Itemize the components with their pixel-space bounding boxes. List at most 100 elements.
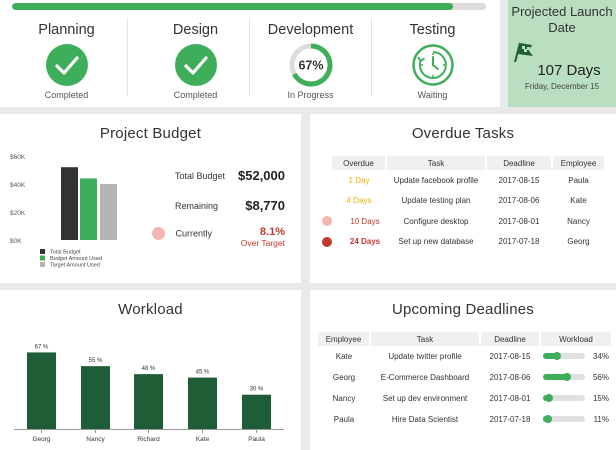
divider (249, 18, 250, 96)
column-header[interactable]: Task (386, 156, 487, 170)
total-budget-row: Total Budget $52,000 (175, 168, 285, 183)
severity-dot (322, 216, 332, 226)
progress-ring-icon: 67% (289, 43, 333, 87)
workload-progress-knob (562, 373, 571, 382)
over-target-indicator (152, 227, 165, 240)
deadline-task: Set up dev environment (382, 394, 468, 403)
legend-swatch (40, 262, 45, 267)
check-circle-icon (175, 44, 217, 86)
project-phases-panel: Planning Completed Design Completed Deve… (0, 0, 500, 107)
legend-label: Budget Amount Used (50, 256, 102, 262)
column-header[interactable]: Overdue (332, 156, 387, 170)
x-tick-label: Paula (248, 436, 265, 443)
data-label: 67 % (35, 344, 49, 350)
divider (371, 18, 372, 96)
workload-progress-bar (543, 352, 585, 361)
deadline-date: 2017-07-18 (489, 415, 531, 424)
phase-planning[interactable]: Planning Completed (6, 15, 127, 103)
column-header[interactable]: Task (370, 332, 481, 346)
currently-label: Currently (175, 228, 213, 239)
column-header[interactable]: Employee (552, 156, 606, 170)
workload-panel: Workload 67 % Georg 55 % Nancy 48 % Richard 45… (0, 290, 301, 450)
launch-days: 107 Days (537, 62, 601, 79)
table-row[interactable]: Nancy Set up dev environment 2017-08-01 15% (318, 388, 612, 409)
deadline-employee: Paula (333, 415, 355, 424)
table-row[interactable]: Georg E-Commerce Dashboard 2017-08-06 56% (318, 367, 612, 388)
task-name: Configure desktop (403, 216, 469, 226)
phase-status: Waiting (417, 90, 448, 100)
legend-swatch (40, 255, 45, 261)
panel-title: Upcoming Deadlines (391, 301, 534, 318)
task-name: Update facebook profile (393, 175, 479, 185)
budget-bar (80, 178, 97, 240)
divider (127, 18, 128, 96)
remaining-row: Remaining $8,770 (175, 198, 285, 213)
phase-development[interactable]: Development 67% In Progress (250, 15, 371, 103)
currently-note: Over Target (240, 238, 285, 248)
overdue-table: Overdue Task Deadline Employee 1 Day Upd… (322, 156, 606, 253)
phase-name: Development (267, 22, 354, 38)
task-employee: Georg (567, 237, 590, 247)
total-budget-label: Total Budget (175, 171, 226, 181)
currently-row: Currently 8.1% Over Target (152, 226, 285, 248)
task-employee: Nancy (567, 216, 590, 226)
phase-testing[interactable]: Testing Waiting (372, 15, 493, 103)
table-row[interactable]: Paula Hire Data Scientist 2017-07-18 11% (318, 409, 612, 430)
table-row[interactable]: Kate Update twitter profile 2017-08-15 34% (318, 346, 612, 367)
column-header[interactable]: Workload (540, 332, 613, 346)
table-row[interactable]: 10 Days Configure desktop 2017-08-01 Nan… (322, 211, 605, 232)
phase-status: Completed (44, 90, 89, 100)
task-deadline: 2017-08-06 (498, 196, 540, 206)
launch-title: Projected Launch Date (511, 4, 613, 35)
overdue-days: 4 Days (346, 196, 372, 206)
workload-percent: 56% (592, 372, 609, 382)
x-tick-label: Georg (32, 436, 50, 443)
budget-bar (61, 167, 78, 240)
deadline-task: Hire Data Scientist (391, 415, 459, 424)
upcoming-deadlines-panel: Upcoming Deadlines Employee Task Deadlin… (310, 290, 616, 450)
overdue-days-cell: 10 Days (322, 211, 386, 232)
workload-percent: 34% (592, 351, 609, 361)
workload-cell: 56% (540, 367, 612, 388)
column-header[interactable]: Deadline (480, 332, 541, 346)
workload-cell: 15% (540, 388, 612, 409)
workload-progress-knob (545, 394, 554, 403)
data-label: 55 % (89, 358, 103, 364)
remaining-label: Remaining (175, 201, 219, 211)
deadlines-table: Employee Task Deadline Workload Kate Upda… (318, 332, 613, 430)
overdue-days: 24 Days (349, 237, 381, 247)
workload-bar (242, 394, 271, 429)
table-row[interactable]: 24 Days Set up new database 2017-07-18 G… (322, 232, 605, 253)
table-row[interactable]: 4 Days Update testing plan 2017-08-06 Ka… (332, 191, 605, 212)
table-row[interactable]: 1 Day Update facebook profile 2017-08-15… (332, 170, 605, 191)
workload-progress-knob (553, 352, 562, 361)
phase-status: In Progress (287, 90, 334, 100)
overdue-tasks-panel: Overdue Tasks Overdue Task Deadline Empl… (310, 114, 616, 283)
workload-progress-fill (543, 353, 558, 360)
clock-icon (412, 44, 454, 86)
workload-percent: 11% (593, 414, 609, 424)
workload-bar (188, 377, 217, 429)
workload-cell: 11% (540, 409, 612, 430)
column-header[interactable]: Deadline (486, 156, 553, 170)
severity-dot (322, 236, 332, 247)
deadline-task: E-Commerce Dashboard (380, 373, 470, 382)
y-tick-label: $40K (10, 182, 26, 189)
x-tick-label: Nancy (86, 436, 105, 443)
development-percent: 67% (298, 59, 323, 73)
deadline-employee: Georg (332, 373, 356, 382)
remaining-value: $8,770 (245, 198, 285, 213)
deadline-task: Update twitter profile (388, 352, 462, 361)
task-employee: Kate (570, 196, 587, 206)
deadline-date: 2017-08-15 (489, 352, 531, 361)
panel-title: Project Budget (99, 125, 202, 142)
phase-design[interactable]: Design Completed (135, 15, 256, 103)
task-name: Update testing plan (401, 196, 471, 206)
overdue-days: 10 Days (350, 216, 380, 226)
deadline-date: 2017-08-01 (489, 394, 531, 403)
overall-progress-fill (12, 3, 453, 10)
column-header[interactable]: Employee (318, 332, 371, 346)
data-label: 48 % (142, 366, 156, 372)
data-label: 30 % (250, 387, 264, 393)
workload-progress-bar (543, 415, 585, 424)
